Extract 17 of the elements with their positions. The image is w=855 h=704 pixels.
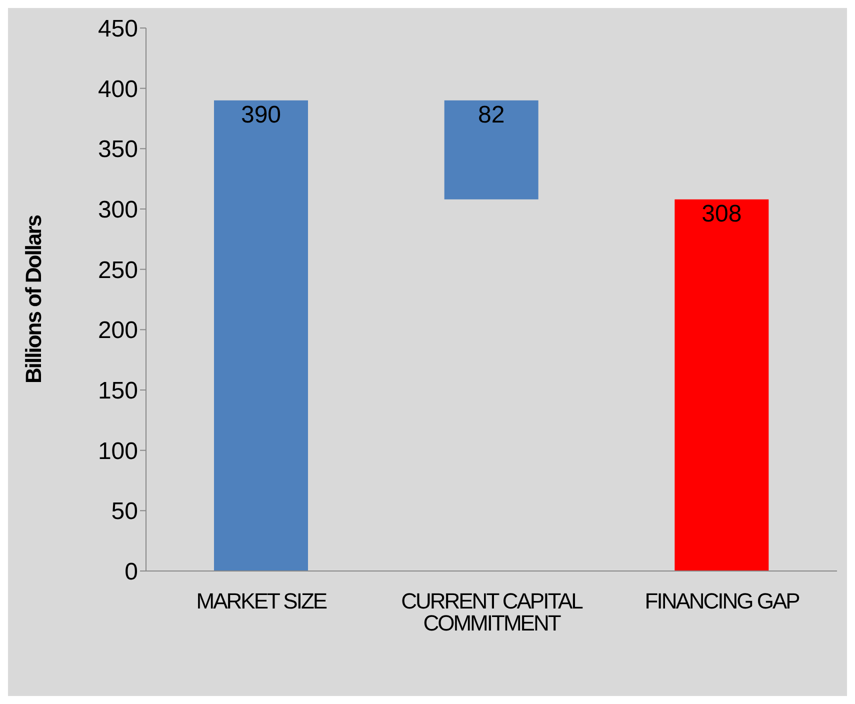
y-tick-label: 200 bbox=[98, 317, 138, 344]
x-tick-label: FINANCING GAP bbox=[644, 588, 800, 614]
y-tick-label: 50 bbox=[111, 498, 138, 526]
data-label: 82 bbox=[478, 101, 505, 128]
y-tick-label: 0 bbox=[124, 558, 138, 586]
y-axis-title: Billions of Dollars bbox=[20, 214, 46, 384]
x-tick-label: MARKET SIZE bbox=[196, 588, 327, 614]
y-tick-label: 350 bbox=[98, 136, 138, 164]
y-tick-label: 100 bbox=[98, 438, 138, 465]
y-tick-label: 300 bbox=[98, 196, 138, 224]
y-tick-label: 250 bbox=[98, 256, 138, 284]
y-tick-label: 400 bbox=[98, 76, 138, 103]
data-label: 308 bbox=[702, 200, 742, 228]
x-tick-label: CURRENT CAPITAL COMMITMENT bbox=[401, 588, 584, 636]
y-tick-label: 150 bbox=[98, 378, 138, 405]
y-tick-label: 450 bbox=[98, 16, 138, 43]
data-label: 390 bbox=[240, 101, 282, 128]
